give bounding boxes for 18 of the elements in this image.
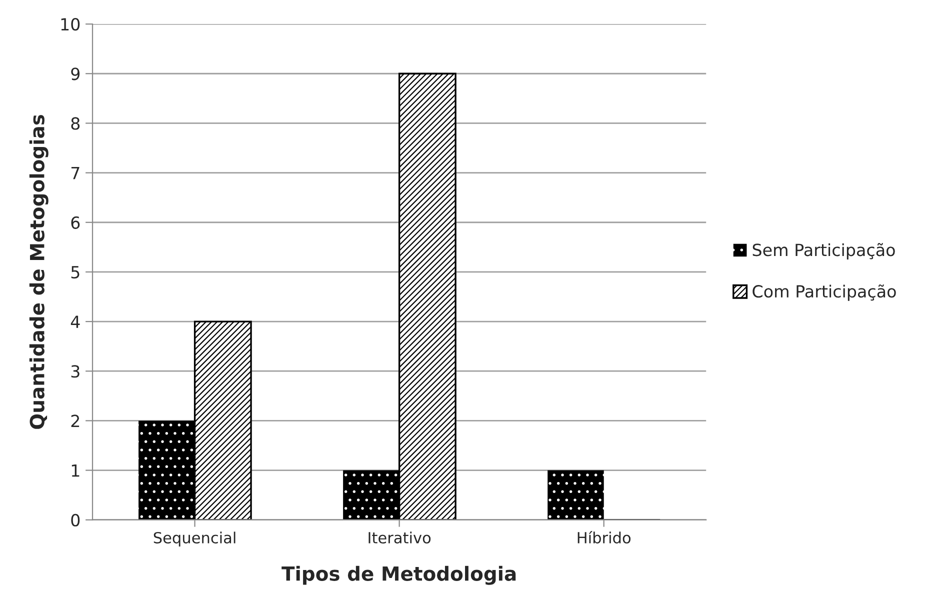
y-tick-label: 3: [71, 365, 80, 378]
y-tick-label: 7: [71, 166, 80, 180]
x-tick-label: Iterativo: [368, 532, 431, 544]
x-axis-title: Tipos de Metodologia: [282, 566, 516, 585]
y-tick-label: 8: [71, 117, 80, 130]
y-tick-label: 9: [71, 68, 80, 80]
y-tick-label: 10: [61, 18, 80, 31]
y-axis-title: Quantidade de Metogologias: [29, 114, 48, 429]
legend-label: Sem Participação: [752, 243, 895, 260]
y-tick-label: 0: [71, 514, 80, 526]
x-tick-label: Híbrido: [578, 531, 631, 544]
y-tick-label: 2: [71, 414, 80, 428]
y-tick-label: 4: [70, 316, 80, 328]
y-tick-label: 1: [72, 464, 80, 477]
x-tick-label: Sequencial: [154, 532, 236, 546]
y-tick-label: 6: [71, 216, 80, 229]
legend-label: Com Participação: [752, 284, 896, 301]
y-tick-label: 5: [71, 266, 80, 279]
